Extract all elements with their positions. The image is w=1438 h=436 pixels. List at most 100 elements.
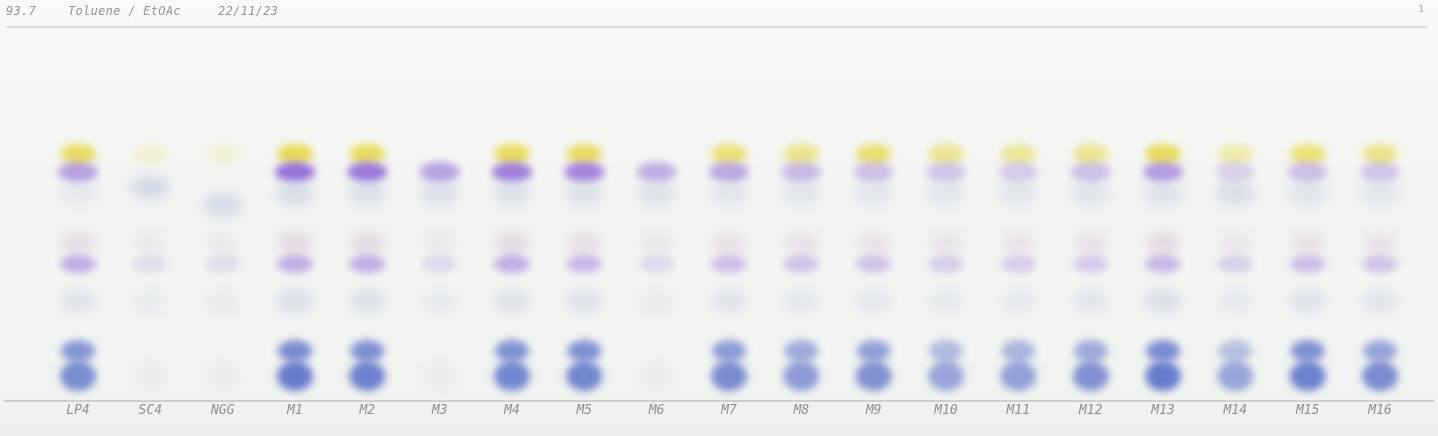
lane-label-m10: M10 [934,403,958,418]
spot-base-top-m11 [1001,340,1036,362]
spot-violet-m8 [781,162,822,182]
spot-upper-blue-lp4 [58,181,98,205]
spot-upper-blue-m10 [926,181,966,205]
spot-mid-violet-m13 [1145,255,1181,273]
spot-lower-grey-ngg [203,289,242,313]
lane-label-m9: M9 [865,403,882,418]
spot-yellow-m2 [349,144,386,164]
lane-label-m4: M4 [504,403,520,418]
spot-base-top-m10 [929,340,963,362]
spot-lower-grey-m6 [637,289,676,313]
spot-lower-grey-m5 [565,289,604,313]
spot-mid-violet-m11 [1000,255,1037,273]
spot-violet-m10 [926,162,966,182]
lane-label-m7: M7 [721,403,737,418]
spot-base-bottom-ngg [204,361,241,391]
spot-yellow-m16 [1362,144,1398,164]
lane-label-m5: M5 [576,403,593,418]
spot-base-top-m16 [1363,340,1397,362]
solvent-system: Toluene / EtOAc [68,4,181,18]
spot-base-top-m5 [567,340,602,362]
spot-violet-m12 [1070,162,1111,182]
spot-base-top-m12 [1073,340,1108,362]
spot-upper-blue-m1 [275,181,315,205]
spot-lower-grey-m8 [782,289,821,313]
spot-base-top-m8 [784,340,819,362]
spot-violet-m11 [998,162,1039,182]
lane-label-m15: M15 [1295,403,1320,418]
spot-base-bottom-m13 [1145,361,1181,391]
spot-mid-pink-m10 [928,233,964,253]
spot-base-bottom-m4 [494,361,530,391]
lane-label-m1: M1 [287,403,303,418]
spot-violet-m2 [347,162,388,182]
spot-mid-pink-m15 [1289,233,1326,253]
spot-mid-pink-m2 [349,233,386,253]
spot-base-bottom-sc4 [132,361,169,391]
spot-base-bottom-m11 [1000,361,1037,391]
spot-violet-m6 [636,162,677,182]
lane-label-m12: M12 [1078,403,1103,418]
spot-base-bottom-m10 [928,361,964,391]
spot-yellow-m11 [1000,144,1037,164]
lane-label-m8: M8 [793,403,810,418]
spot-yellow-m8 [783,144,820,164]
spot-violet-m14 [1215,162,1256,182]
spot-mid-pink-lp4 [60,233,96,253]
spot-yellow-m4 [494,144,530,164]
spot-base-bottom-m7 [711,361,747,391]
spot-upper-blue-ngg [202,193,243,217]
spot-base-bottom-m12 [1072,361,1109,391]
spot-upper-blue-m11 [998,181,1039,205]
spot-base-top-m2 [350,340,385,362]
spot-lower-grey-m12 [1071,289,1110,313]
spot-lower-grey-m3 [420,289,459,313]
lane-label-m2: M2 [359,403,376,418]
spot-mid-violet-m10 [928,255,964,273]
spot-base-bottom-m15 [1289,361,1326,391]
spot-yellow-m15 [1289,144,1326,164]
spot-mid-pink-m12 [1072,233,1109,253]
spot-mid-pink-m1 [277,233,313,253]
lane-label-m14: M14 [1223,403,1248,418]
spot-upper-blue-sc4 [130,175,171,199]
spot-upper-blue-m15 [1287,181,1328,205]
spot-mid-pink-m4 [494,233,530,253]
spot-base-top-m4 [495,340,529,362]
spot-yellow-m1 [277,144,313,164]
spot-upper-blue-m16 [1360,181,1400,205]
spot-mid-pink-m14 [1217,233,1254,253]
spot-lower-grey-m15 [1288,289,1327,313]
spot-mid-pink-m7 [711,233,747,253]
corner-mark: 1 [1417,4,1424,15]
spot-lower-grey-m9 [854,289,893,313]
spot-yellow-m13 [1145,144,1181,164]
lane-label-m3: M3 [431,403,448,418]
spot-upper-blue-m14 [1215,181,1256,205]
spot-mid-pink-m6 [638,233,675,253]
spot-upper-blue-m12 [1070,181,1111,205]
lane-label-lp4: LP4 [66,403,90,418]
plate-code: 93.7 [6,4,37,18]
spot-base-top-m1 [278,340,312,362]
spot-mid-violet-ngg [204,255,241,273]
spot-mid-violet-m12 [1072,255,1109,273]
spot-mid-pink-m5 [566,233,603,253]
spot-upper-blue-m6 [636,181,677,205]
spot-yellow-sc4 [132,144,169,164]
spot-upper-blue-m8 [781,181,822,205]
spot-lower-grey-m10 [927,289,965,313]
spot-mid-pink-ngg [204,233,241,253]
lane-label-m11: M11 [1006,403,1031,418]
spot-mid-pink-sc4 [132,233,169,253]
spot-lower-grey-m14 [1216,289,1255,313]
lane-label-m16: M16 [1368,403,1392,418]
spot-base-bottom-m14 [1217,361,1254,391]
spot-violet-m9 [853,162,894,182]
spot-upper-blue-m5 [564,181,605,205]
spot-violet-m4 [492,162,532,182]
spot-yellow-m12 [1072,144,1109,164]
spot-violet-m3 [419,162,460,182]
